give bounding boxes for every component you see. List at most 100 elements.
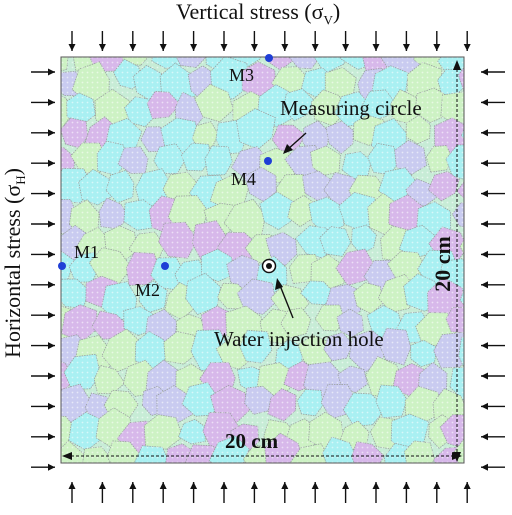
stress-arrow-icon bbox=[281, 482, 288, 503]
stress-arrow-icon bbox=[481, 464, 505, 471]
stress-arrow-icon bbox=[481, 433, 505, 440]
stress-arrow-icon bbox=[312, 482, 319, 503]
horizontal-dimension-label: 20 cm bbox=[225, 429, 278, 454]
mineral-grain bbox=[276, 468, 318, 501]
mineral-grain bbox=[365, 472, 400, 508]
stress-arrow-icon bbox=[31, 221, 55, 228]
stress-arrow-icon bbox=[342, 31, 349, 51]
measure-point-label-m3: M3 bbox=[229, 65, 254, 86]
measure-point-label-m4: M4 bbox=[231, 169, 256, 190]
stress-arrow-icon bbox=[31, 342, 55, 349]
stress-arrow-icon bbox=[31, 373, 55, 380]
stress-arrow-icon bbox=[221, 31, 228, 51]
stress-arrow-icon bbox=[69, 31, 76, 51]
stress-arrow-icon bbox=[373, 482, 380, 503]
mineral-grain bbox=[465, 386, 494, 418]
stress-arrow-icon bbox=[31, 433, 55, 440]
stress-arrow-icon bbox=[31, 464, 55, 471]
stress-arrow-icon bbox=[31, 403, 55, 410]
stress-arrow-icon bbox=[31, 160, 55, 167]
mineral-grain bbox=[418, 469, 451, 501]
stress-arrow-icon bbox=[481, 373, 505, 380]
stress-arrow-icon bbox=[99, 31, 106, 51]
stress-arrow-icon bbox=[481, 312, 505, 319]
stress-arrow-icon bbox=[129, 482, 136, 503]
stress-arrow-icon bbox=[464, 31, 471, 51]
mineral-grain bbox=[485, 175, 512, 208]
stress-arrow-icon bbox=[464, 482, 471, 503]
stress-arrow-icon bbox=[31, 69, 55, 76]
mineral-grain bbox=[203, 469, 233, 496]
mineral-grain bbox=[156, 474, 186, 507]
mineral-grain bbox=[40, 466, 73, 496]
stress-arrow-icon bbox=[99, 482, 106, 503]
mineral-grain bbox=[117, 465, 155, 505]
mineral-grain bbox=[476, 41, 508, 74]
mineral-grain bbox=[461, 118, 499, 150]
stress-arrow-icon bbox=[31, 281, 55, 288]
mineral-grain bbox=[257, 463, 294, 495]
stress-arrow-icon bbox=[190, 31, 197, 51]
stress-arrow-icon bbox=[31, 190, 55, 197]
vertical-stress-label: Vertical stress (σV) bbox=[176, 0, 340, 28]
stress-arrow-icon bbox=[373, 31, 380, 51]
stress-arrow-icon bbox=[221, 482, 228, 503]
measure-point-label-m1: M1 bbox=[74, 242, 99, 263]
stress-arrow-icon bbox=[312, 31, 319, 51]
stress-arrow-icon bbox=[433, 31, 440, 51]
injection-hole-icon bbox=[263, 260, 276, 273]
horizontal-stress-arrows-right bbox=[481, 69, 505, 471]
stress-arrow-icon bbox=[31, 129, 55, 136]
stress-arrow-icon bbox=[31, 99, 55, 106]
mineral-grain bbox=[483, 334, 512, 366]
mineral-grain bbox=[486, 65, 512, 103]
measuring-circle-label: Measuring circle bbox=[280, 96, 422, 121]
horizontal-stress-arrows-left bbox=[31, 69, 55, 471]
measure-point-icon bbox=[265, 54, 273, 62]
mineral-grain bbox=[485, 226, 512, 256]
stress-arrow-icon bbox=[342, 482, 349, 503]
mineral-grain bbox=[460, 228, 503, 265]
stress-arrow-icon bbox=[251, 482, 258, 503]
vertical-stress-arrows-bottom bbox=[69, 482, 471, 503]
stress-arrow-icon bbox=[481, 281, 505, 288]
stress-arrow-icon bbox=[481, 160, 505, 167]
stress-arrow-icon bbox=[69, 482, 76, 503]
vertical-stress-arrows-top bbox=[69, 31, 471, 51]
stress-arrow-icon bbox=[433, 482, 440, 503]
stress-arrow-icon bbox=[403, 31, 410, 51]
mineral-grain bbox=[393, 476, 427, 502]
measure-point-label-m2: M2 bbox=[135, 280, 160, 301]
mineral-grain bbox=[470, 473, 509, 505]
stress-arrow-icon bbox=[129, 31, 136, 51]
stress-arrow-icon bbox=[481, 190, 505, 197]
stress-arrow-icon bbox=[481, 342, 505, 349]
mineral-grain bbox=[178, 469, 203, 504]
stress-arrow-icon bbox=[160, 31, 167, 51]
measure-point-icon bbox=[264, 157, 272, 165]
mineral-grain bbox=[225, 467, 262, 502]
stress-arrow-icon bbox=[160, 482, 167, 503]
stress-arrow-icon bbox=[481, 403, 505, 410]
mineral-grain bbox=[475, 150, 503, 181]
stress-arrow-icon bbox=[481, 251, 505, 258]
mineral-grain bbox=[478, 363, 508, 399]
stress-arrow-icon bbox=[251, 31, 258, 51]
mineral-grain bbox=[476, 198, 506, 226]
measure-point-icon bbox=[161, 262, 169, 270]
stress-arrow-icon bbox=[481, 99, 505, 106]
stress-arrow-icon bbox=[481, 129, 505, 136]
mineral-grain bbox=[458, 58, 500, 97]
stress-arrow-icon bbox=[481, 69, 505, 76]
stress-arrow-icon bbox=[481, 221, 505, 228]
mineral-grain bbox=[467, 303, 508, 337]
measure-point-icon bbox=[58, 262, 66, 270]
mineral-grain bbox=[489, 122, 512, 154]
stress-arrow-icon bbox=[31, 251, 55, 258]
stress-arrow-icon bbox=[403, 482, 410, 503]
horizontal-stress-label: Horizontal stress (σH) bbox=[0, 168, 28, 358]
stress-arrow-icon bbox=[31, 312, 55, 319]
mineral-grain bbox=[476, 95, 512, 128]
water-injection-hole-label: Water injection hole bbox=[214, 327, 384, 352]
